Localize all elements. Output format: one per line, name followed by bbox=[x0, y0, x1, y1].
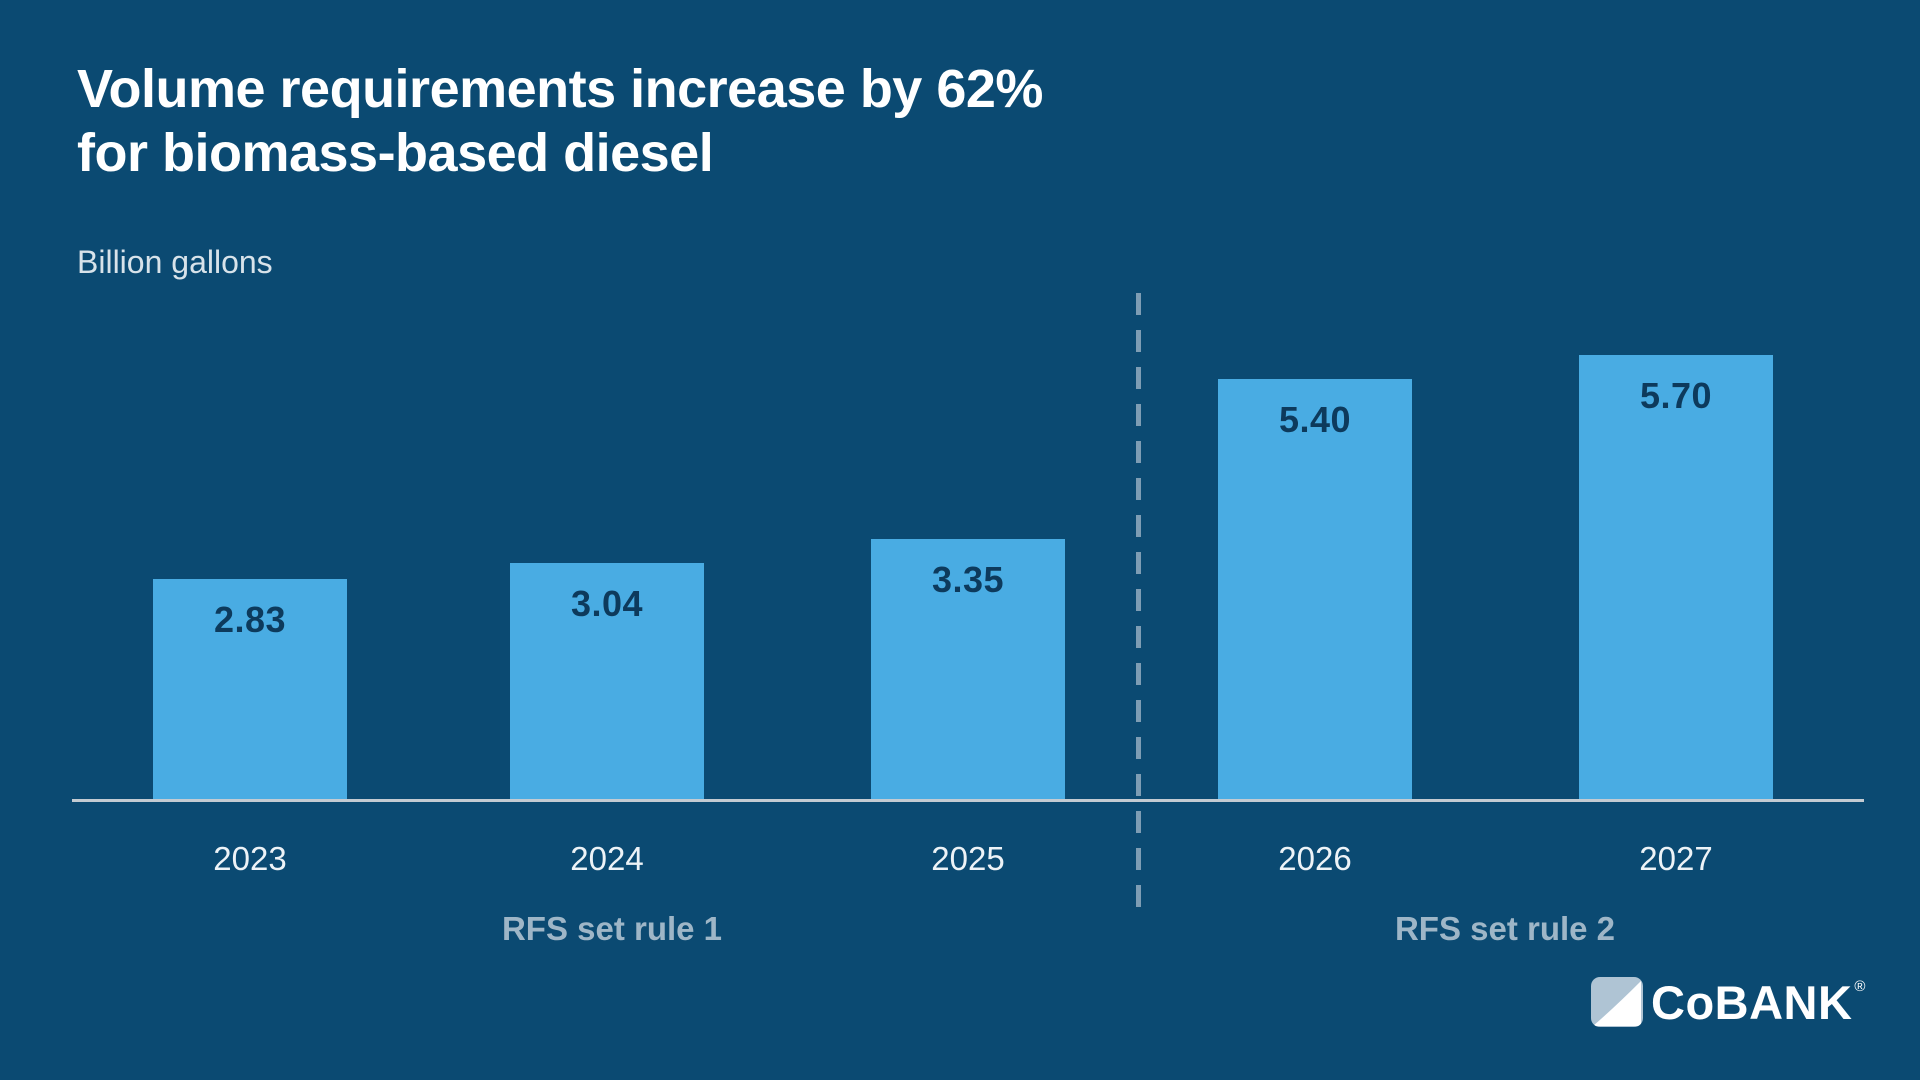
cobank-logo-icon bbox=[1591, 977, 1643, 1027]
chart-title-line1: Volume requirements increase by 62% bbox=[77, 59, 1043, 119]
x-axis-label-2026: 2026 bbox=[1278, 840, 1352, 877]
cobank-wordmark: CoBANK bbox=[1651, 975, 1853, 1029]
chart-title: Volume requirements increase by 62% for … bbox=[77, 58, 1327, 185]
bar-value-label: 5.40 bbox=[1278, 399, 1352, 440]
x-axis-label-2024: 2024 bbox=[570, 840, 644, 877]
cobank-logo: CoBANK ® bbox=[1591, 975, 1866, 1029]
group-label-1: RFS set rule 1 bbox=[501, 910, 723, 947]
bar-value-label: 5.70 bbox=[1639, 375, 1713, 416]
registered-trademark-symbol: ® bbox=[1854, 977, 1866, 995]
bar-value-label: 3.04 bbox=[570, 583, 644, 624]
group-label-2: RFS set rule 2 bbox=[1394, 910, 1616, 947]
bar-2026: 5.40 bbox=[1218, 379, 1412, 800]
chart-title-line2: for biomass-based diesel bbox=[77, 122, 714, 183]
bar-2025: 3.35 bbox=[871, 539, 1065, 800]
x-axis-label-2025: 2025 bbox=[931, 840, 1005, 877]
bar-value-label: 2.83 bbox=[213, 599, 287, 640]
bar-value-label: 3.35 bbox=[931, 559, 1005, 600]
y-axis-units-label: Billion gallons bbox=[77, 244, 273, 280]
x-axis-baseline bbox=[72, 799, 1864, 802]
x-axis-label-2027: 2027 bbox=[1639, 840, 1713, 877]
x-axis-label-2023: 2023 bbox=[213, 840, 287, 877]
bar-2024: 3.04 bbox=[510, 563, 704, 800]
bar-2027: 5.70 bbox=[1579, 355, 1773, 800]
divider-dashed-line bbox=[1136, 293, 1141, 913]
bar-2023: 2.83 bbox=[153, 579, 347, 800]
